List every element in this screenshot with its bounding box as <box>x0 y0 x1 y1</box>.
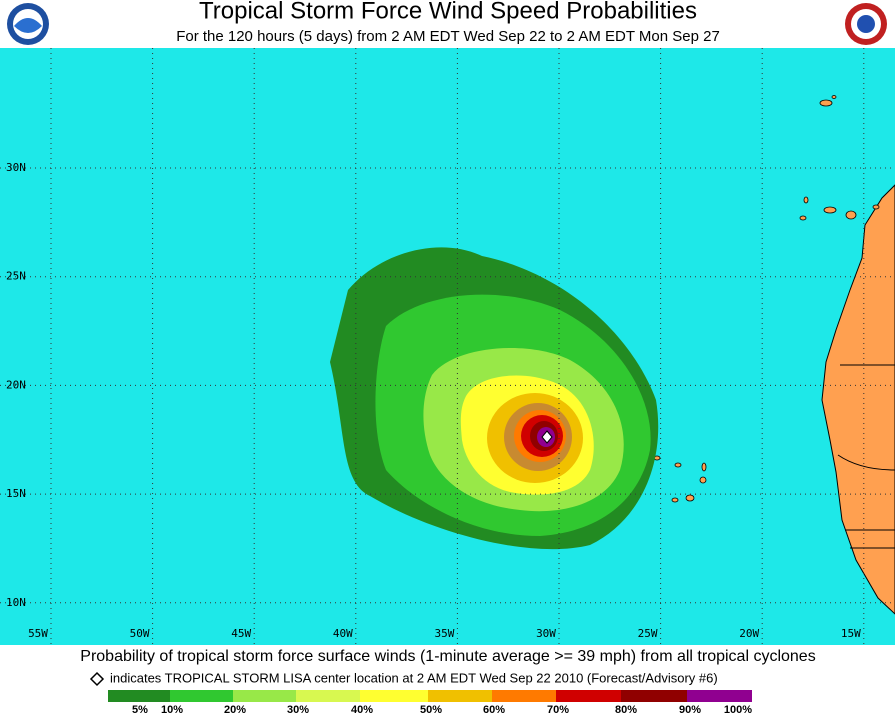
lat-label: 20N <box>6 378 26 391</box>
map: 30N 25N 20N 15N 10N 55W 50W 45W 40W 35W 30W 25W 20W 1… <box>0 48 895 645</box>
lon-label: 50W <box>130 627 150 640</box>
lon-label: 35W <box>434 627 454 640</box>
legend-swatch <box>108 690 170 702</box>
graticule: 30N 25N 20N 15N 10N 55W 50W 45W 40W 35W 30W 25W 20W 1… <box>0 48 895 645</box>
indicator-text: indicates TROPICAL STORM LISA center loc… <box>110 670 718 685</box>
legend: 5% 10% 20% 30% 40% 50% 60% 70% 80% 90% 100% <box>108 690 752 716</box>
legend-swatch <box>360 690 428 702</box>
indicator-symbol <box>89 671 105 687</box>
storm-center <box>541 430 553 444</box>
noaa-logo <box>7 3 49 45</box>
legend-swatch <box>687 690 752 702</box>
title: Tropical Storm Force Wind Speed Probabil… <box>199 0 697 24</box>
lon-label: 20W <box>739 627 759 640</box>
legend-swatch <box>492 690 556 702</box>
subtitle: For the 120 hours (5 days) from 2 AM EDT… <box>176 28 720 45</box>
legend-label: 70% <box>547 704 569 716</box>
legend-label: 30% <box>287 704 309 716</box>
lat-label: 25N <box>6 270 26 283</box>
legend-label: 90% <box>679 704 701 716</box>
legend-swatch <box>621 690 687 702</box>
lon-label: 45W <box>231 627 251 640</box>
legend-label: 20% <box>224 704 246 716</box>
legend-label: 100% <box>724 704 752 716</box>
legend-swatch <box>428 690 492 702</box>
caption: Probability of tropical storm force surf… <box>80 648 815 665</box>
legend-label: 60% <box>483 704 505 716</box>
legend-label: 80% <box>615 704 637 716</box>
lon-label: 55W <box>28 627 48 640</box>
borders <box>837 364 895 549</box>
lon-label: 30W <box>536 627 556 640</box>
probability-contours <box>330 247 659 550</box>
nws-logo <box>845 3 887 45</box>
legend-label: 10% <box>161 704 183 716</box>
lat-label: 30N <box>6 161 26 174</box>
lat-label: 15N <box>6 487 26 500</box>
lon-label: 15W <box>841 627 861 640</box>
legend-label: 50% <box>420 704 442 716</box>
legend-swatch <box>170 690 233 702</box>
africa-land <box>821 184 895 615</box>
lon-label: 25W <box>638 627 658 640</box>
legend-label: 40% <box>351 704 373 716</box>
legend-swatch <box>296 690 360 702</box>
lat-label: 10N <box>6 596 26 609</box>
lon-label: 40W <box>333 627 353 640</box>
legend-label: 5% <box>132 704 148 716</box>
legend-swatch <box>556 690 621 702</box>
legend-swatch <box>233 690 296 702</box>
